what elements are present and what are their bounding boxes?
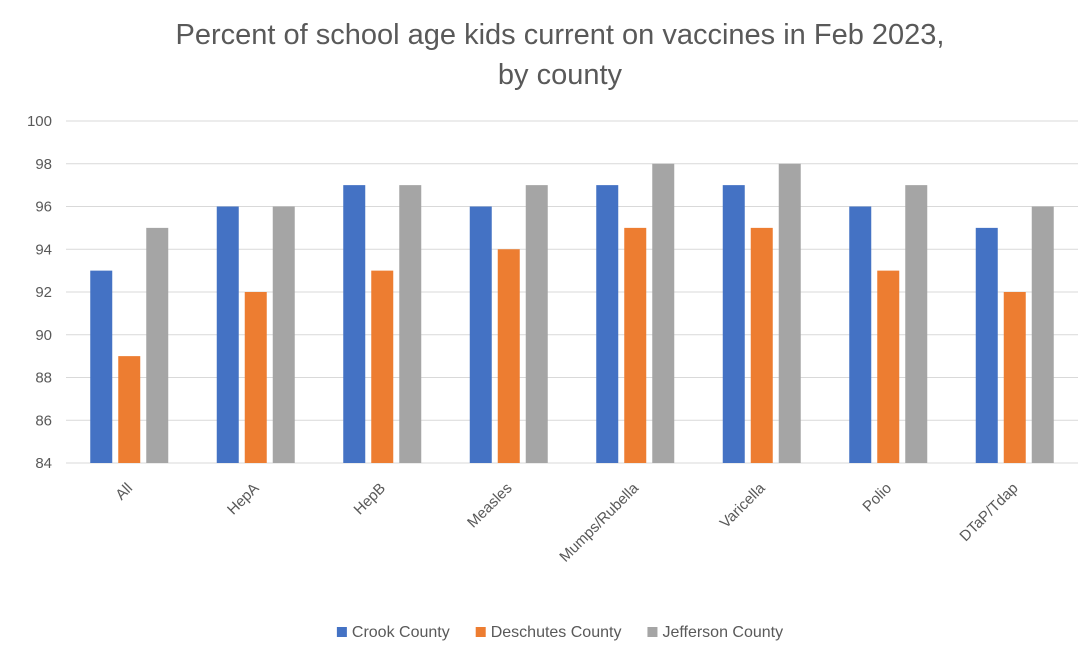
y-tick-label: 88	[35, 370, 52, 387]
bar-hepa-deschutes-county	[244, 292, 267, 463]
legend-item-jefferson-county: Jefferson County	[647, 624, 783, 641]
x-tick-label: Measles	[464, 480, 516, 532]
x-axis: All HepA HepB Measles Mumps/Rubella Varicella…	[112, 479, 1021, 565]
chart-title-line-1: Percent of school age kids current on va…	[176, 19, 945, 51]
x-tick-label: HepB	[351, 480, 390, 519]
bar-dtap-tdap-jefferson-county	[1031, 206, 1054, 463]
bars	[90, 163, 1054, 463]
bar-measles-crook-county	[469, 206, 492, 463]
y-tick-label: 100	[27, 113, 52, 130]
legend-item-crook-county: Crook County	[336, 624, 450, 641]
bar-varicella-deschutes-county	[750, 227, 773, 463]
legend-swatch	[647, 627, 658, 637]
bar-measles-jefferson-county	[525, 185, 548, 463]
legend-swatch	[336, 627, 347, 637]
y-tick-label: 86	[35, 412, 52, 429]
y-tick-label: 84	[35, 455, 52, 472]
legend: Crook County Deschutes County Jefferson Co…	[336, 624, 783, 641]
legend-label: Jefferson County	[662, 624, 783, 641]
legend-item-deschutes-county: Deschutes County	[475, 624, 622, 641]
x-tick-label: Mumps/Rubella	[556, 479, 642, 565]
bar-hepb-deschutes-county	[371, 270, 394, 463]
bar-polio-crook-county	[849, 206, 872, 463]
x-tick-label: Polio	[859, 480, 895, 516]
bar-hepb-crook-county	[343, 185, 366, 463]
x-tick-label: All	[112, 480, 136, 504]
bar-all-deschutes-county	[118, 356, 141, 463]
bar-all-crook-county	[90, 270, 113, 463]
x-tick-label: HepA	[224, 480, 263, 519]
legend-label: Crook County	[352, 624, 450, 641]
bar-varicella-jefferson-county	[778, 163, 801, 463]
bar-measles-deschutes-county	[497, 249, 520, 463]
x-tick-label: Varicella	[717, 479, 769, 531]
bar-mumps-rubella-deschutes-county	[624, 227, 647, 463]
y-tick-label: 98	[35, 156, 52, 173]
bar-polio-deschutes-county	[877, 270, 900, 463]
bar-hepa-crook-county	[216, 206, 239, 463]
bar-mumps-rubella-crook-county	[596, 185, 619, 463]
bar-all-jefferson-county	[146, 227, 169, 463]
bar-hepa-jefferson-county	[272, 206, 295, 463]
bar-varicella-crook-county	[722, 185, 745, 463]
bar-dtap-tdap-crook-county	[975, 227, 998, 463]
y-tick-label: 96	[35, 199, 52, 216]
bar-mumps-rubella-jefferson-county	[652, 163, 675, 463]
y-axis: 84 86 88 90 92 94 96 98 100	[27, 113, 52, 472]
y-tick-label: 90	[35, 327, 52, 344]
bar-dtap-tdap-deschutes-county	[1003, 292, 1026, 463]
x-tick-label: DTaP/Tdap	[956, 480, 1021, 545]
y-tick-label: 92	[35, 284, 52, 301]
bar-polio-jefferson-county	[905, 185, 928, 463]
chart-title-line-2: by county	[498, 59, 623, 91]
y-tick-label: 94	[35, 241, 52, 258]
legend-swatch	[475, 627, 486, 637]
legend-label: Deschutes County	[491, 624, 622, 641]
bar-hepb-jefferson-county	[399, 185, 422, 463]
chart-title: Percent of school age kids current on va…	[176, 19, 945, 91]
